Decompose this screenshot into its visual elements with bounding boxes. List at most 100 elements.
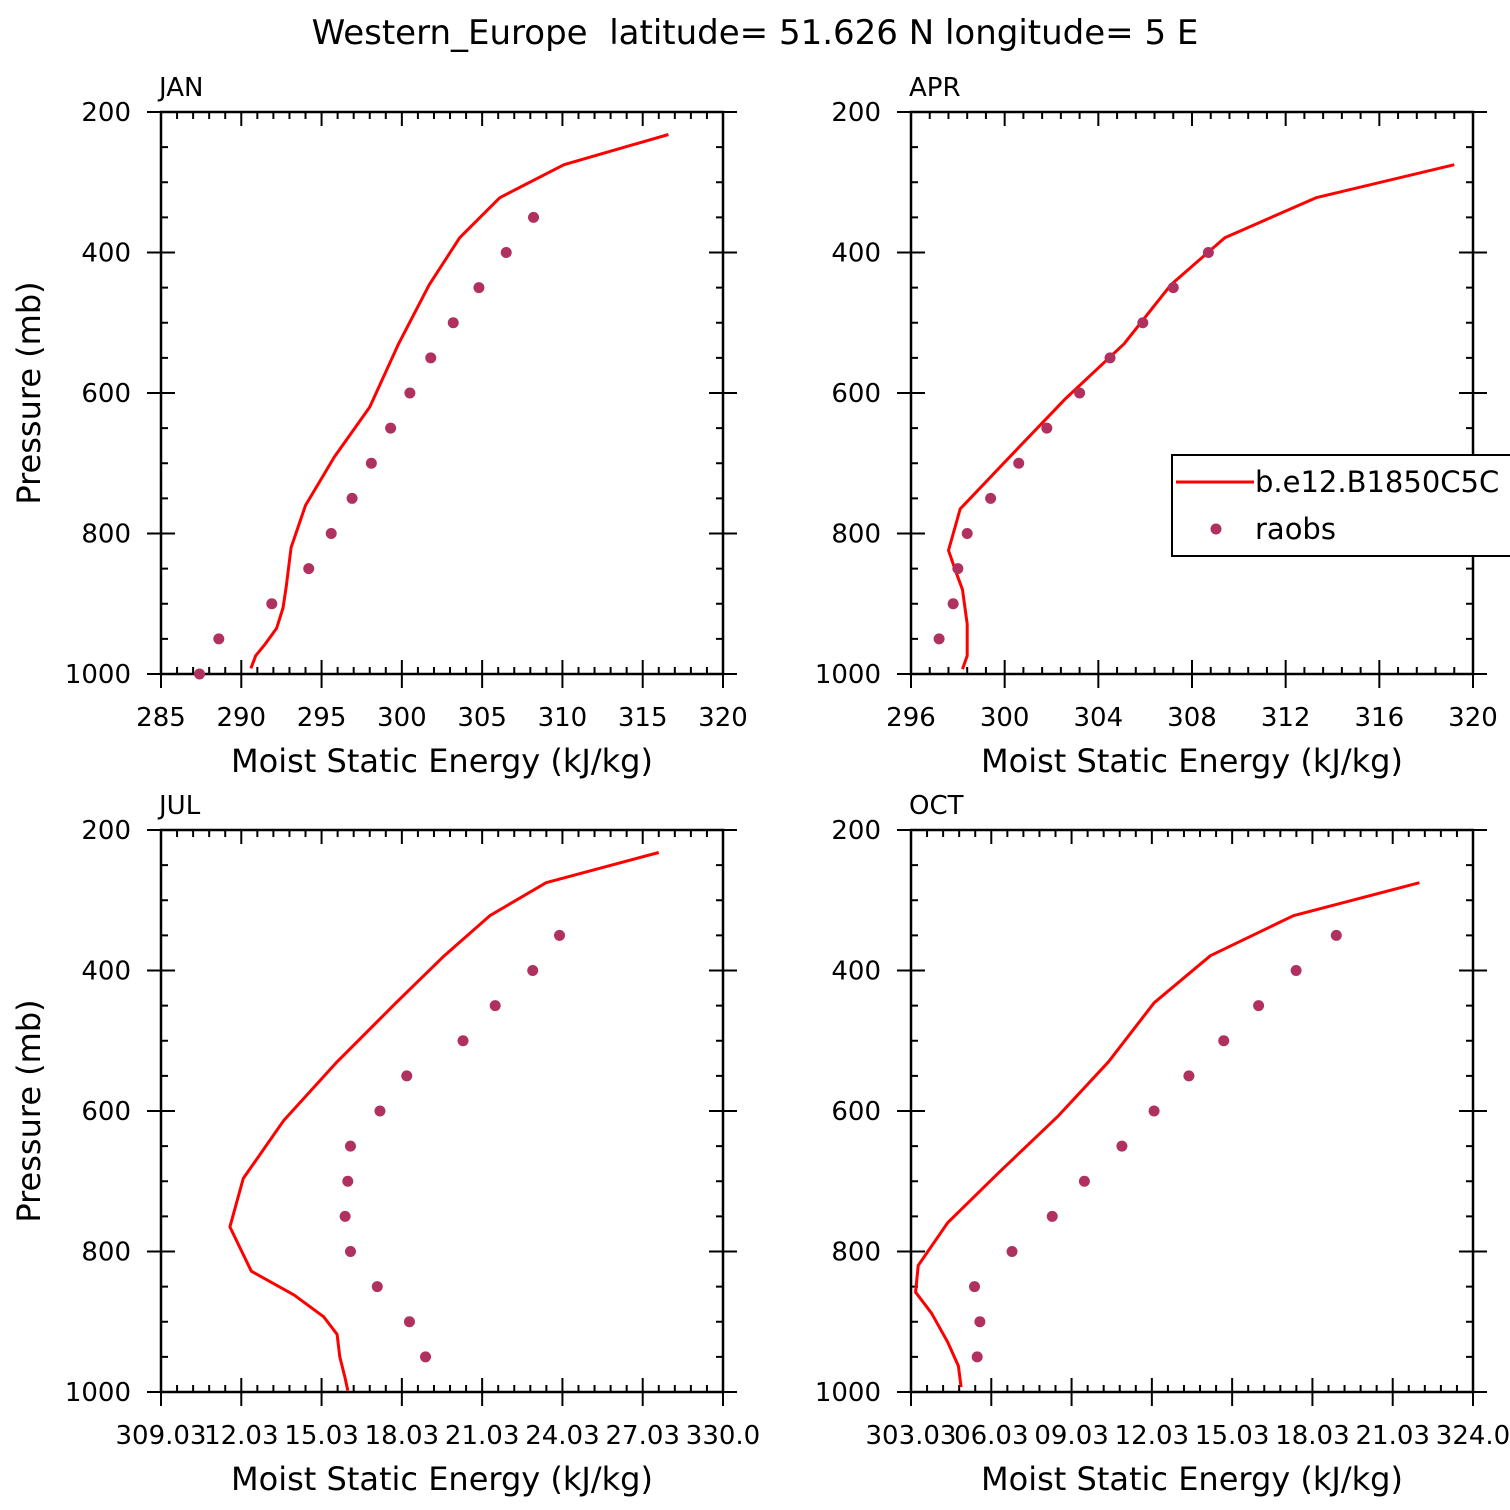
model-profile-line xyxy=(249,133,669,669)
x-tick-label: 21.03 xyxy=(445,1421,519,1451)
raobs-point xyxy=(194,668,206,680)
model-profile-line xyxy=(914,881,1420,1388)
panels: 285 290 295 300 305 310 315 320 200 400 600 800 1000… xyxy=(10,73,1510,1498)
x-tick-label: 300 xyxy=(980,703,1030,733)
raobs-point xyxy=(961,528,973,539)
raobs-point xyxy=(420,1351,432,1363)
y-tick-label: 600 xyxy=(831,1097,881,1127)
x-axis-label: Moist Static Energy (kJ/kg) xyxy=(981,742,1403,780)
raobs-point xyxy=(1202,247,1214,258)
raobs-point xyxy=(374,1105,386,1117)
y-axis-label: Pressure (mb) xyxy=(10,999,48,1222)
x-tick-label: 24.03 xyxy=(525,1421,599,1451)
x-axis-label: Moist Static Energy (kJ/kg) xyxy=(981,1460,1403,1498)
x-tick-label: 315 xyxy=(618,703,668,733)
raobs-point xyxy=(527,965,539,976)
y-tick-label: 200 xyxy=(831,816,881,846)
y-tick-label: 800 xyxy=(81,520,131,550)
raobs-point xyxy=(385,422,397,434)
raobs-point xyxy=(303,563,315,575)
x-tick-label: 12.03 xyxy=(1115,1421,1189,1451)
raobs-point xyxy=(1116,1140,1128,1152)
raobs-point xyxy=(1218,1035,1230,1047)
raobs-point xyxy=(342,1175,354,1187)
x-tick-label: 304 xyxy=(1074,703,1124,733)
x-tick-label: 330.0 xyxy=(686,1421,760,1451)
y-tick-label: 800 xyxy=(831,1238,881,1268)
raobs-point xyxy=(1290,965,1302,976)
raobs-point xyxy=(971,1351,983,1363)
plot-frame xyxy=(159,828,725,1394)
raobs-point xyxy=(401,1070,413,1082)
raobs-point xyxy=(1013,457,1025,469)
model-profile-line xyxy=(228,851,660,1391)
raobs-point xyxy=(1041,422,1053,434)
plot-frame xyxy=(159,110,725,676)
raobs-point xyxy=(947,598,959,610)
y-tick-label: 1000 xyxy=(815,1378,881,1408)
raobs-point xyxy=(404,387,416,399)
raobs-point xyxy=(344,1246,356,1257)
panel-label: JAN xyxy=(157,73,203,103)
y-tick-label: 200 xyxy=(831,98,881,128)
y-tick-label: 1000 xyxy=(815,660,881,690)
raobs-point xyxy=(365,457,377,469)
raobs-point xyxy=(952,563,964,575)
y-tick-label: 400 xyxy=(831,957,881,987)
raobs-point xyxy=(473,282,485,294)
y-tick-label: 600 xyxy=(81,1097,131,1127)
x-tick-label: 18.03 xyxy=(365,1421,439,1451)
y-tick-label: 600 xyxy=(831,379,881,409)
y-tick-label: 600 xyxy=(81,379,131,409)
raobs-point xyxy=(1253,1000,1265,1012)
x-tick-label: 09.03 xyxy=(1034,1421,1108,1451)
x-tick-label: 21.03 xyxy=(1355,1421,1429,1451)
x-tick-label: 285 xyxy=(136,703,186,733)
y-tick-label: 1000 xyxy=(65,1378,131,1408)
raobs-point xyxy=(457,1035,469,1047)
x-tick-label: 309.03 xyxy=(116,1421,207,1451)
y-tick-label: 200 xyxy=(81,816,131,846)
x-tick-label: 324.0 xyxy=(1436,1421,1510,1451)
raobs-point xyxy=(344,1140,356,1152)
y-tick-label: 200 xyxy=(81,98,131,128)
y-tick-label: 1000 xyxy=(65,660,131,690)
panel-label: JUL xyxy=(157,791,201,821)
x-tick-label: 310 xyxy=(538,703,588,733)
x-tick-label: 312 xyxy=(1261,703,1311,733)
raobs-point xyxy=(985,492,997,504)
raobs-point xyxy=(1006,1246,1018,1257)
raobs-point xyxy=(339,1210,351,1222)
raobs-point xyxy=(425,352,437,364)
plot-frame xyxy=(909,110,1475,676)
raobs-point xyxy=(325,528,337,539)
raobs-point xyxy=(447,317,459,329)
y-tick-label: 400 xyxy=(81,957,131,987)
x-tick-label: 15.03 xyxy=(284,1421,358,1451)
chart-panel-apr: 296 300 304 308 312 316 320 200 400 600 800 1000 APR… xyxy=(815,73,1498,780)
raobs-point xyxy=(213,633,225,645)
raobs-point xyxy=(500,247,512,258)
raobs-point xyxy=(346,492,358,504)
x-axis-label: Moist Static Energy (kJ/kg) xyxy=(231,742,653,780)
x-tick-label: 320 xyxy=(698,703,748,733)
x-tick-label: 316 xyxy=(1355,703,1405,733)
raobs-point xyxy=(1078,1175,1090,1187)
panel-label: OCT xyxy=(909,791,964,821)
raobs-point xyxy=(371,1281,383,1293)
raobs-point xyxy=(528,211,540,223)
raobs-point xyxy=(554,929,566,941)
legend: b.e12.B1850C5C raobs xyxy=(1171,454,1510,557)
x-tick-label: 06.03 xyxy=(954,1421,1028,1451)
raobs-point xyxy=(974,1316,986,1328)
raobs-point xyxy=(1104,352,1116,364)
raobs-point xyxy=(1148,1105,1160,1117)
raobs-point xyxy=(933,633,945,645)
x-tick-label: 300 xyxy=(377,703,427,733)
raobs-point xyxy=(1330,929,1342,941)
raobs-point xyxy=(489,1000,501,1012)
x-tick-label: 296 xyxy=(886,703,936,733)
